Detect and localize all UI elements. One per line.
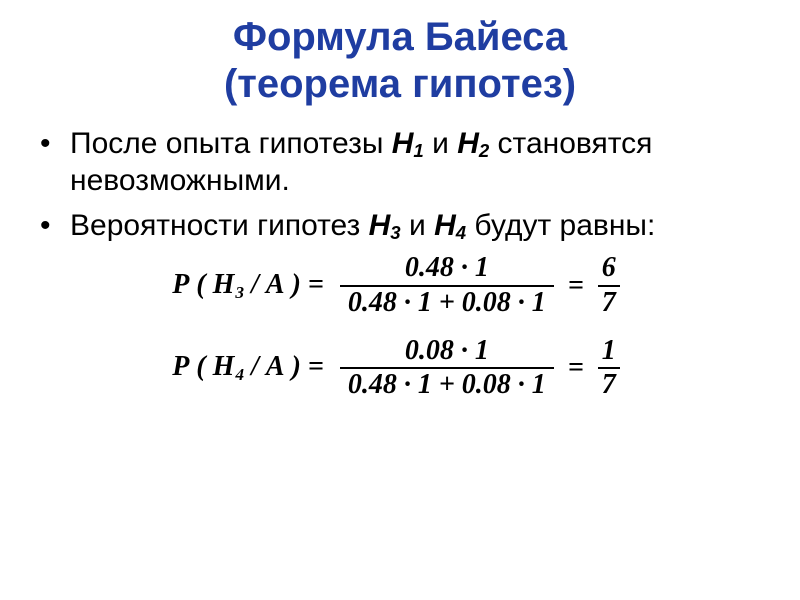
formula-2-result: 1 7 <box>598 335 620 401</box>
f1-lhs-pre: Р ( Н <box>172 269 234 300</box>
f1-lhs-sub: 3 <box>235 283 244 302</box>
bullet-1-text-b: и <box>424 127 457 160</box>
formula-2: Р ( Н4 / А ) = 0.08 · 1 0.48 · 1 + 0.08 … <box>34 335 766 401</box>
f2-lhs-pre: Р ( Н <box>172 351 234 382</box>
f2-denominator: 0.48 · 1 + 0.08 · 1 <box>340 369 554 401</box>
f1-res-den: 7 <box>598 287 620 319</box>
hypothesis-h4-sub: 4 <box>456 222 466 243</box>
f2-res-den: 7 <box>598 369 620 401</box>
formula-1-result: 6 7 <box>598 252 620 318</box>
formula-1-lhs: Р ( Н3 / А ) = <box>172 269 324 303</box>
f1-denominator: 0.48 · 1 + 0.08 · 1 <box>340 287 554 319</box>
hypothesis-h3-symbol: Н <box>369 209 391 242</box>
equals-sign: = <box>568 352 584 384</box>
bullet-list: После опыта гипотезы Н1 и Н2 становятся … <box>34 126 766 244</box>
f1-numerator: 0.48 · 1 <box>397 252 497 284</box>
slide: Формула Байеса (теорема гипотез) После о… <box>0 0 800 600</box>
f1-lhs-post: / А ) = <box>244 269 324 300</box>
hypothesis-h4-symbol: Н <box>434 209 456 242</box>
title-line-2: (теорема гипотез) <box>34 61 766 108</box>
f2-lhs-sub: 4 <box>235 365 244 384</box>
formula-2-fraction: 0.08 · 1 0.48 · 1 + 0.08 · 1 <box>340 335 554 401</box>
slide-title: Формула Байеса (теорема гипотез) <box>34 14 766 108</box>
title-line-1: Формула Байеса <box>34 14 766 61</box>
hypothesis-h2-sub: 2 <box>479 140 489 161</box>
f1-res-num: 6 <box>598 252 620 284</box>
hypothesis-h2-symbol: Н <box>457 127 479 160</box>
f2-res-num: 1 <box>598 335 620 367</box>
equals-sign: = <box>568 270 584 302</box>
hypothesis-h3-sub: 3 <box>390 222 400 243</box>
bullet-2-text-a: Вероятности гипотез <box>70 209 369 242</box>
bullet-2: Вероятности гипотез Н3 и Н4 будут равны: <box>34 208 766 245</box>
f2-lhs-post: / А ) = <box>244 351 324 382</box>
bullet-2-text-c: будут равны: <box>466 209 655 242</box>
formula-1: Р ( Н3 / А ) = 0.48 · 1 0.48 · 1 + 0.08 … <box>34 252 766 318</box>
formula-1-fraction: 0.48 · 1 0.48 · 1 + 0.08 · 1 <box>340 252 554 318</box>
bullet-1: После опыта гипотезы Н1 и Н2 становятся … <box>34 126 766 199</box>
f2-numerator: 0.08 · 1 <box>397 335 497 367</box>
hypothesis-h1-sub: 1 <box>413 140 423 161</box>
formula-2-lhs: Р ( Н4 / А ) = <box>172 351 324 385</box>
bullet-2-text-b: и <box>401 209 434 242</box>
bullet-1-text-a: После опыта гипотезы <box>70 127 392 160</box>
hypothesis-h1-symbol: Н <box>392 127 414 160</box>
formula-block: Р ( Н3 / А ) = 0.48 · 1 0.48 · 1 + 0.08 … <box>34 252 766 401</box>
